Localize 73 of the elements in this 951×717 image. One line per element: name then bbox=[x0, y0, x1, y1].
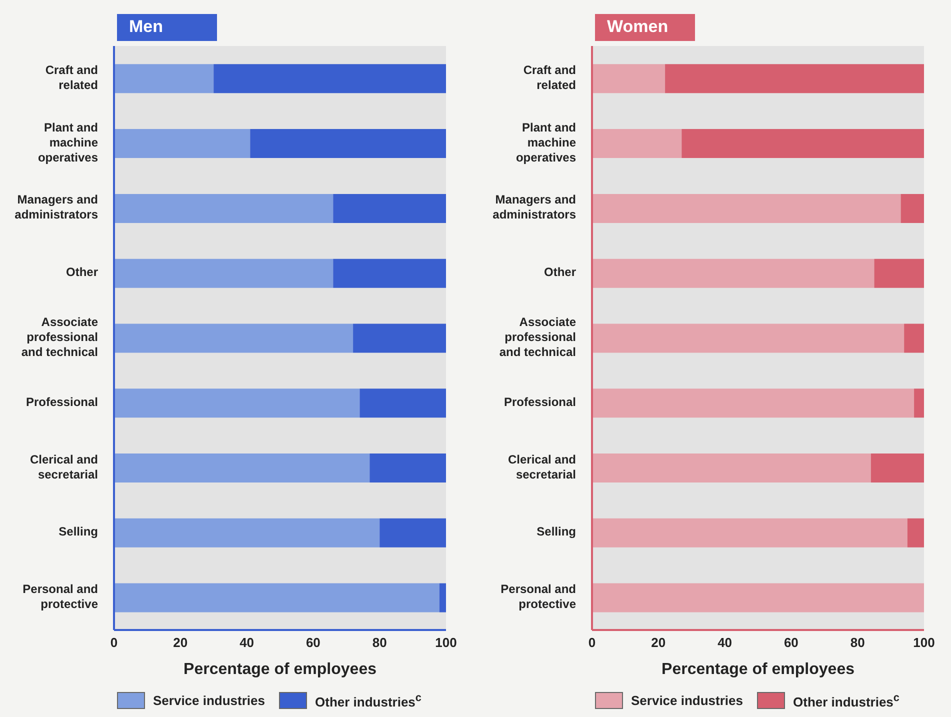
bar bbox=[114, 194, 334, 223]
x-tick-label: 100 bbox=[435, 635, 457, 650]
bar bbox=[592, 129, 682, 158]
legend-label: Service industries bbox=[631, 693, 743, 708]
bar bbox=[914, 388, 924, 418]
y-tick-label: Clerical and secretarial bbox=[508, 452, 576, 482]
bar bbox=[900, 194, 924, 223]
x-tick-label: 0 bbox=[588, 635, 596, 650]
bar bbox=[333, 194, 446, 223]
chart-title: Men bbox=[117, 14, 217, 41]
bar bbox=[592, 454, 871, 482]
legend-label: Service industries bbox=[153, 693, 265, 708]
x-tick-label: 40 bbox=[240, 635, 254, 650]
y-tick-label: Selling bbox=[536, 524, 576, 539]
x-tick-label: 20 bbox=[651, 635, 666, 650]
bar bbox=[214, 64, 446, 94]
bar bbox=[592, 518, 908, 548]
y-tick-label: Clerical and secretarial bbox=[30, 452, 98, 482]
bar bbox=[114, 583, 440, 612]
bar bbox=[360, 388, 446, 418]
x-tick-label: 100 bbox=[913, 635, 935, 650]
x-tick-label: 0 bbox=[110, 635, 118, 650]
bar bbox=[592, 388, 914, 418]
legend-label: Other industries$^{c}$ bbox=[793, 692, 900, 710]
x-tick-label: 60 bbox=[784, 635, 798, 650]
bar bbox=[907, 518, 924, 548]
bar bbox=[370, 454, 446, 482]
bar bbox=[250, 129, 446, 158]
y-tick-label: Selling bbox=[58, 524, 98, 539]
bar bbox=[665, 64, 924, 94]
bar bbox=[904, 324, 924, 353]
bar bbox=[870, 454, 924, 482]
bar bbox=[114, 454, 370, 482]
bar bbox=[353, 324, 446, 353]
y-tick-label: Associate professional and technical bbox=[499, 315, 576, 360]
bar bbox=[114, 258, 334, 288]
x-tick-label: 60 bbox=[306, 635, 320, 650]
y-tick-label: Managers and administrators bbox=[14, 192, 98, 222]
y-tick-label: Professional bbox=[26, 395, 98, 410]
bar bbox=[592, 194, 901, 223]
x-tick-label: 80 bbox=[850, 635, 865, 650]
x-tick-label: 20 bbox=[173, 635, 188, 650]
y-tick-label: Craft and related bbox=[45, 63, 98, 92]
y-tick-label: Plant and machine operatives bbox=[516, 120, 576, 165]
y-tick-label: Other bbox=[544, 265, 576, 280]
bar bbox=[114, 388, 360, 418]
bar bbox=[114, 64, 214, 94]
bar bbox=[114, 129, 250, 158]
bar bbox=[592, 324, 904, 353]
bar bbox=[592, 258, 874, 288]
bar bbox=[380, 518, 446, 548]
x-axis-title: Percentage of employees bbox=[184, 661, 377, 678]
bar bbox=[874, 258, 924, 288]
legend-label: Other industries$^{c}$ bbox=[315, 692, 422, 710]
bar bbox=[114, 518, 380, 548]
y-tick-label: Craft and related bbox=[523, 63, 576, 92]
bar bbox=[333, 258, 446, 288]
y-tick-label: Other bbox=[66, 265, 98, 280]
bar bbox=[682, 129, 924, 158]
bar bbox=[592, 64, 666, 94]
x-tick-label: 80 bbox=[372, 635, 387, 650]
y-tick-label: Plant and machine operatives bbox=[38, 120, 98, 165]
y-tick-label: Associate professional and technical bbox=[21, 315, 98, 360]
bar bbox=[592, 583, 924, 612]
chart-title: Women bbox=[595, 14, 695, 41]
y-tick-label: Personal and protective bbox=[22, 582, 98, 612]
bar bbox=[114, 324, 354, 353]
x-tick-label: 40 bbox=[718, 635, 732, 650]
bar bbox=[439, 583, 446, 612]
y-tick-label: Managers and administrators bbox=[492, 192, 576, 222]
y-tick-label: Professional bbox=[504, 395, 576, 410]
x-axis-title: Percentage of employees bbox=[662, 661, 855, 678]
y-tick-label: Personal and protective bbox=[500, 582, 576, 612]
